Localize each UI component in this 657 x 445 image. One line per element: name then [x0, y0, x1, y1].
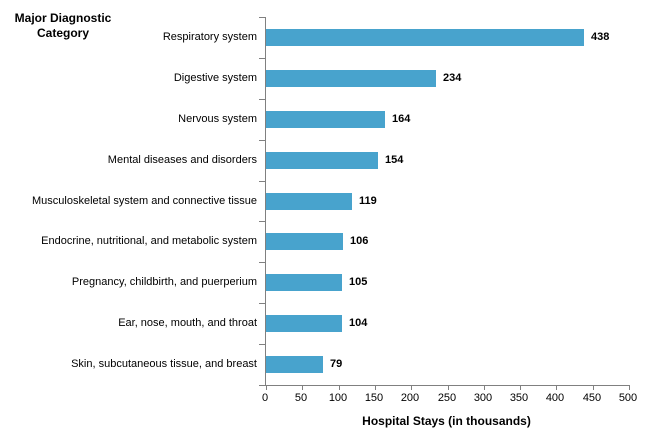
- x-axis-tick: [448, 385, 449, 390]
- x-axis-tick-label: 150: [364, 392, 384, 404]
- value-label: 119: [359, 195, 377, 207]
- x-axis-tick-label: 450: [582, 392, 602, 404]
- x-axis-tick-label: 250: [437, 392, 457, 404]
- y-axis-tick: [259, 140, 265, 141]
- category-label: Endocrine, nutritional, and metabolic sy…: [41, 235, 257, 247]
- x-axis-tick: [411, 385, 412, 390]
- bar: [266, 274, 342, 291]
- x-axis-tick-label: 350: [509, 392, 529, 404]
- y-axis-tick: [259, 17, 265, 18]
- y-axis-tick: [259, 385, 265, 386]
- x-axis-tick-label: 50: [294, 392, 308, 404]
- x-axis-tick-label: 200: [400, 392, 420, 404]
- x-axis-tick: [266, 385, 267, 390]
- x-axis-tick: [629, 385, 630, 390]
- x-axis-tick: [375, 385, 376, 390]
- x-axis-tick: [593, 385, 594, 390]
- x-axis-tick: [556, 385, 557, 390]
- value-label: 154: [385, 154, 404, 166]
- x-axis-tick-label: 500: [618, 392, 638, 404]
- category-label: Respiratory system: [162, 31, 257, 43]
- bar: [266, 70, 436, 87]
- bar: [266, 152, 378, 169]
- plot-area: [259, 17, 630, 390]
- value-label: 106: [350, 235, 369, 247]
- y-axis-tick: [259, 221, 265, 222]
- bar: [266, 315, 342, 332]
- bar: [266, 233, 343, 250]
- category-label: Musculoskeletal system and connective ti…: [32, 195, 257, 207]
- y-axis-tick: [259, 58, 265, 59]
- y-axis-tick: [259, 303, 265, 304]
- x-axis-tick-label: 0: [261, 392, 269, 404]
- y-axis-tick: [259, 99, 265, 100]
- y-axis-title: Major Diagnostic Category: [14, 11, 112, 40]
- x-axis-tick: [520, 385, 521, 390]
- x-axis-tick-label: 400: [545, 392, 565, 404]
- x-axis-tick-label: 300: [473, 392, 493, 404]
- y-axis-tick: [259, 344, 265, 345]
- bar: [266, 356, 323, 373]
- category-label: Nervous system: [178, 113, 257, 125]
- y-axis-tick: [259, 262, 265, 263]
- value-label: 438: [591, 31, 610, 43]
- value-label: 164: [392, 113, 411, 125]
- x-axis-tick: [302, 385, 303, 390]
- x-axis-tick-label: 100: [328, 392, 348, 404]
- x-axis-tick: [339, 385, 340, 390]
- category-label: Skin, subcutaneous tissue, and breast: [71, 358, 257, 370]
- x-axis-title: Hospital Stays (in thousands): [362, 414, 531, 428]
- x-axis-tick: [484, 385, 485, 390]
- category-label: Ear, nose, mouth, and throat: [118, 317, 257, 329]
- category-label: Mental diseases and disorders: [107, 154, 257, 166]
- bar: [266, 29, 584, 46]
- bar: [266, 111, 385, 128]
- y-axis-tick: [259, 181, 265, 182]
- value-label: 104: [349, 317, 368, 329]
- value-label: 234: [443, 72, 462, 84]
- value-label: 79: [330, 358, 343, 370]
- category-label: Pregnancy, childbirth, and puerperium: [71, 276, 257, 288]
- value-label: 105: [349, 276, 368, 288]
- bar: [266, 193, 352, 210]
- category-label: Digestive system: [173, 72, 257, 84]
